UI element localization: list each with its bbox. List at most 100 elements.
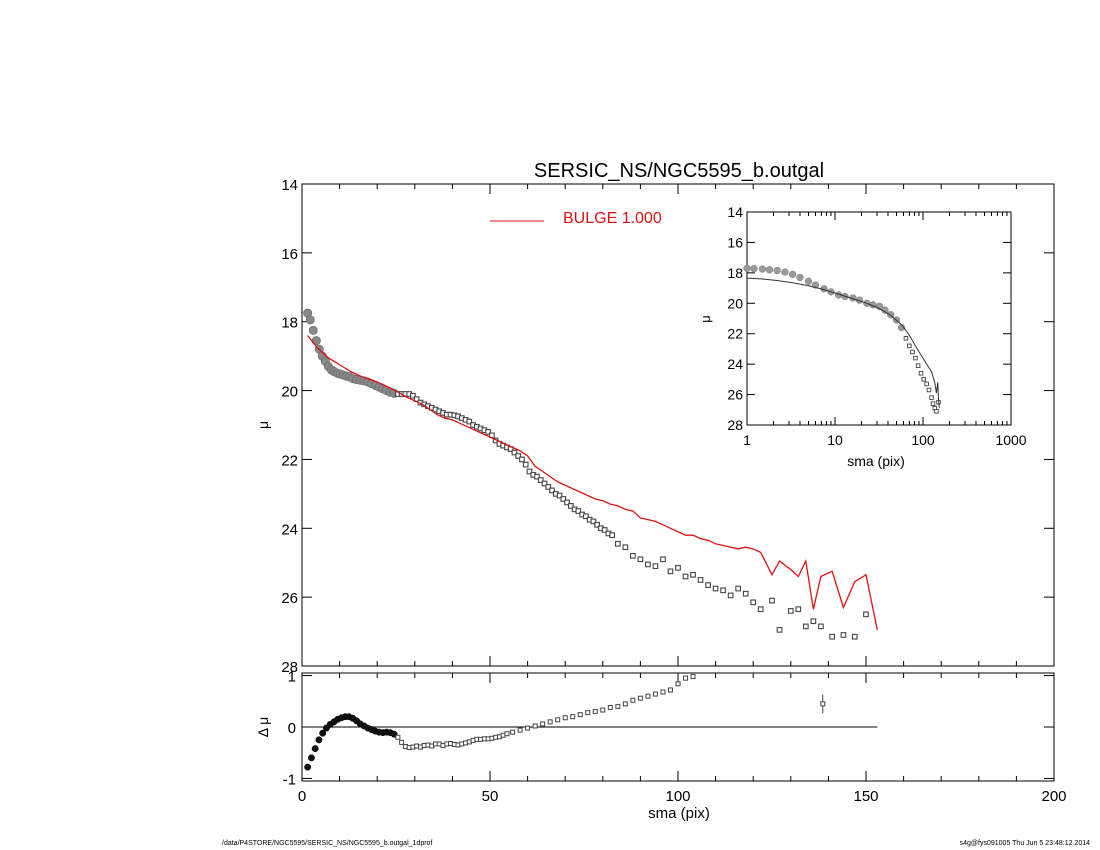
data-point — [645, 561, 651, 568]
residual-point — [540, 721, 546, 727]
x-tick-label: 100 — [665, 788, 690, 805]
inset-y-axis: 14 16 18 20 22 24 26 28 — [727, 204, 1011, 433]
residual-error-bar — [820, 694, 826, 714]
data-point — [690, 571, 696, 578]
residual-point — [607, 704, 613, 710]
data-point — [769, 597, 775, 604]
residual-point — [585, 710, 591, 716]
data-point — [667, 568, 674, 575]
data-point — [742, 590, 749, 597]
residual-point — [577, 712, 583, 718]
y-tick-label: 22 — [727, 326, 743, 342]
data-point — [534, 473, 540, 480]
y-tick-label: 14 — [281, 177, 298, 194]
data-point — [660, 556, 666, 563]
data-point — [818, 623, 824, 630]
inset-data-point — [796, 273, 804, 282]
data-point — [810, 618, 817, 625]
data-point — [851, 633, 858, 640]
data-point — [575, 508, 582, 514]
residual-point — [683, 675, 689, 681]
main-y-label: μ — [255, 421, 271, 429]
data-point — [675, 565, 681, 571]
data-point — [410, 392, 416, 399]
data-point — [712, 585, 719, 592]
inset-data-point — [924, 381, 929, 387]
data-point — [720, 587, 726, 594]
data-point — [863, 611, 869, 618]
x-tick-label: 200 — [1041, 788, 1066, 805]
main-panel: 14 16 18 20 22 24 26 28 μ BULGE 1.000 — [255, 177, 1055, 676]
data-point — [511, 449, 518, 456]
bulge-model-line — [307, 335, 878, 630]
data-point — [560, 496, 567, 502]
y-tick-label: 14 — [727, 204, 743, 220]
data-point — [705, 582, 711, 588]
x-tick-label: 150 — [853, 788, 878, 805]
residual-point — [532, 723, 538, 729]
data-point — [583, 513, 589, 520]
inset-x-axis: 1 10 100 1000 — [743, 212, 1027, 448]
inset-data-point — [750, 264, 758, 273]
data-point — [466, 418, 473, 425]
data-point — [630, 552, 636, 559]
residual-point — [570, 714, 576, 720]
data-point — [757, 606, 764, 613]
y-tick-label: 26 — [281, 590, 298, 607]
main-data-points — [303, 308, 869, 640]
residual-point — [510, 729, 516, 735]
data-point — [537, 477, 544, 483]
residual-point — [304, 763, 312, 771]
x-tick-label: 50 — [482, 788, 499, 805]
data-point — [682, 573, 689, 580]
inset-data-point — [743, 264, 751, 272]
y-tick-label: 22 — [281, 452, 298, 469]
main-title: SERSIC_NS/NGC5595_b.outgal — [534, 160, 824, 182]
inset-data-point — [781, 268, 789, 276]
inset-data-point — [930, 401, 936, 406]
y-tick-label: 18 — [281, 315, 298, 332]
inset-data-point — [804, 277, 813, 285]
data-point — [485, 429, 491, 435]
y-tick-label: 20 — [281, 384, 298, 401]
data-point — [305, 315, 315, 325]
y-tick-label: 1 — [288, 669, 296, 686]
y-tick-label: -1 — [283, 771, 296, 788]
data-point — [637, 556, 644, 563]
data-point — [735, 585, 742, 592]
residual-x-axis: 0 50 100 150 200 — [298, 673, 1067, 805]
main-x-ticks — [301, 184, 1055, 666]
data-point — [750, 599, 757, 606]
residual-panel: -101 0 50 100 150 200 Δ μ sma (pix) — [255, 669, 1067, 822]
y-tick-label: 16 — [727, 234, 743, 250]
inset-data-point — [915, 363, 921, 368]
inset-data-point — [788, 270, 797, 279]
data-point — [829, 633, 836, 640]
inset-data-point — [910, 349, 915, 355]
residual-point — [690, 674, 696, 680]
data-point — [614, 540, 621, 547]
inset-data-point — [907, 343, 912, 349]
residual-point — [562, 715, 568, 721]
inset-model-line — [746, 277, 940, 409]
data-point — [840, 632, 847, 638]
data-point — [727, 592, 734, 599]
inset-data-point — [913, 355, 918, 361]
data-point — [652, 563, 659, 570]
residual-point — [311, 745, 319, 753]
residual-point — [525, 725, 531, 731]
data-point — [697, 577, 704, 583]
residual-point — [547, 719, 553, 725]
data-point — [622, 544, 629, 551]
residual-point — [555, 717, 561, 723]
residual-point — [592, 709, 598, 715]
residual-point — [630, 697, 636, 703]
data-point — [515, 453, 522, 459]
inset-data-point — [758, 265, 767, 273]
residual-point — [637, 695, 643, 701]
y-tick-label: 28 — [281, 659, 298, 676]
footer-timestamp: s4g@fys091005 Thu Jun 5 23:48:12 2014 — [959, 840, 1090, 847]
residual-point — [307, 754, 315, 762]
inset-data-point — [903, 336, 909, 341]
